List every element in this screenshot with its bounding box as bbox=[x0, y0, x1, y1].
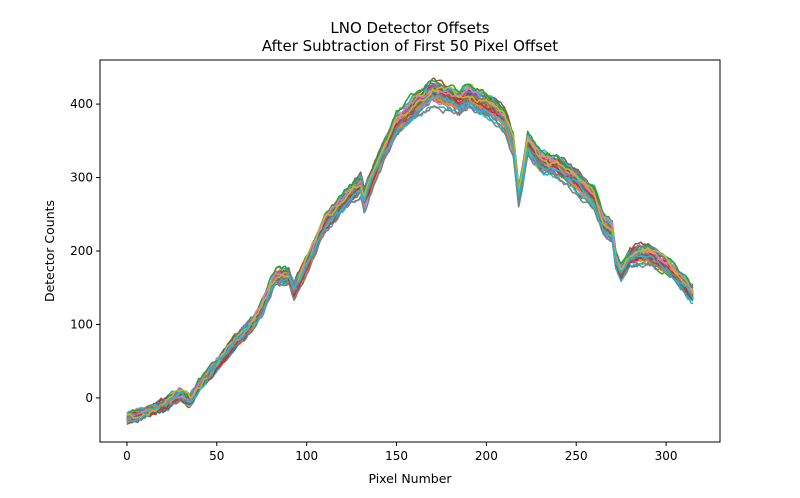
y-tick-label: 200 bbox=[70, 244, 93, 258]
x-tick-label: 300 bbox=[655, 449, 678, 463]
y-tick-label: 100 bbox=[70, 317, 93, 331]
x-axis-ticks: 0 50 100 150 200 250 300 bbox=[123, 442, 678, 463]
x-axis-label: Pixel Number bbox=[368, 471, 452, 486]
x-tick-label: 200 bbox=[475, 449, 498, 463]
series-lines bbox=[126, 77, 694, 426]
chart-subtitle: After Subtraction of First 50 Pixel Offs… bbox=[262, 37, 558, 55]
x-tick-label: 250 bbox=[565, 449, 588, 463]
x-tick-label: 100 bbox=[295, 449, 318, 463]
y-axis-ticks: 0 100 200 300 400 bbox=[70, 97, 100, 405]
y-tick-label: 300 bbox=[70, 171, 93, 185]
series-line bbox=[126, 84, 694, 419]
y-tick-label: 0 bbox=[85, 391, 93, 405]
x-tick-label: 0 bbox=[123, 449, 131, 463]
x-tick-label: 150 bbox=[385, 449, 408, 463]
x-tick-label: 50 bbox=[209, 449, 224, 463]
y-axis-label: Detector Counts bbox=[42, 200, 57, 302]
series-line bbox=[126, 85, 694, 420]
chart-title: LNO Detector Offsets bbox=[330, 19, 489, 37]
series-line bbox=[126, 94, 694, 423]
y-tick-label: 400 bbox=[70, 97, 93, 111]
